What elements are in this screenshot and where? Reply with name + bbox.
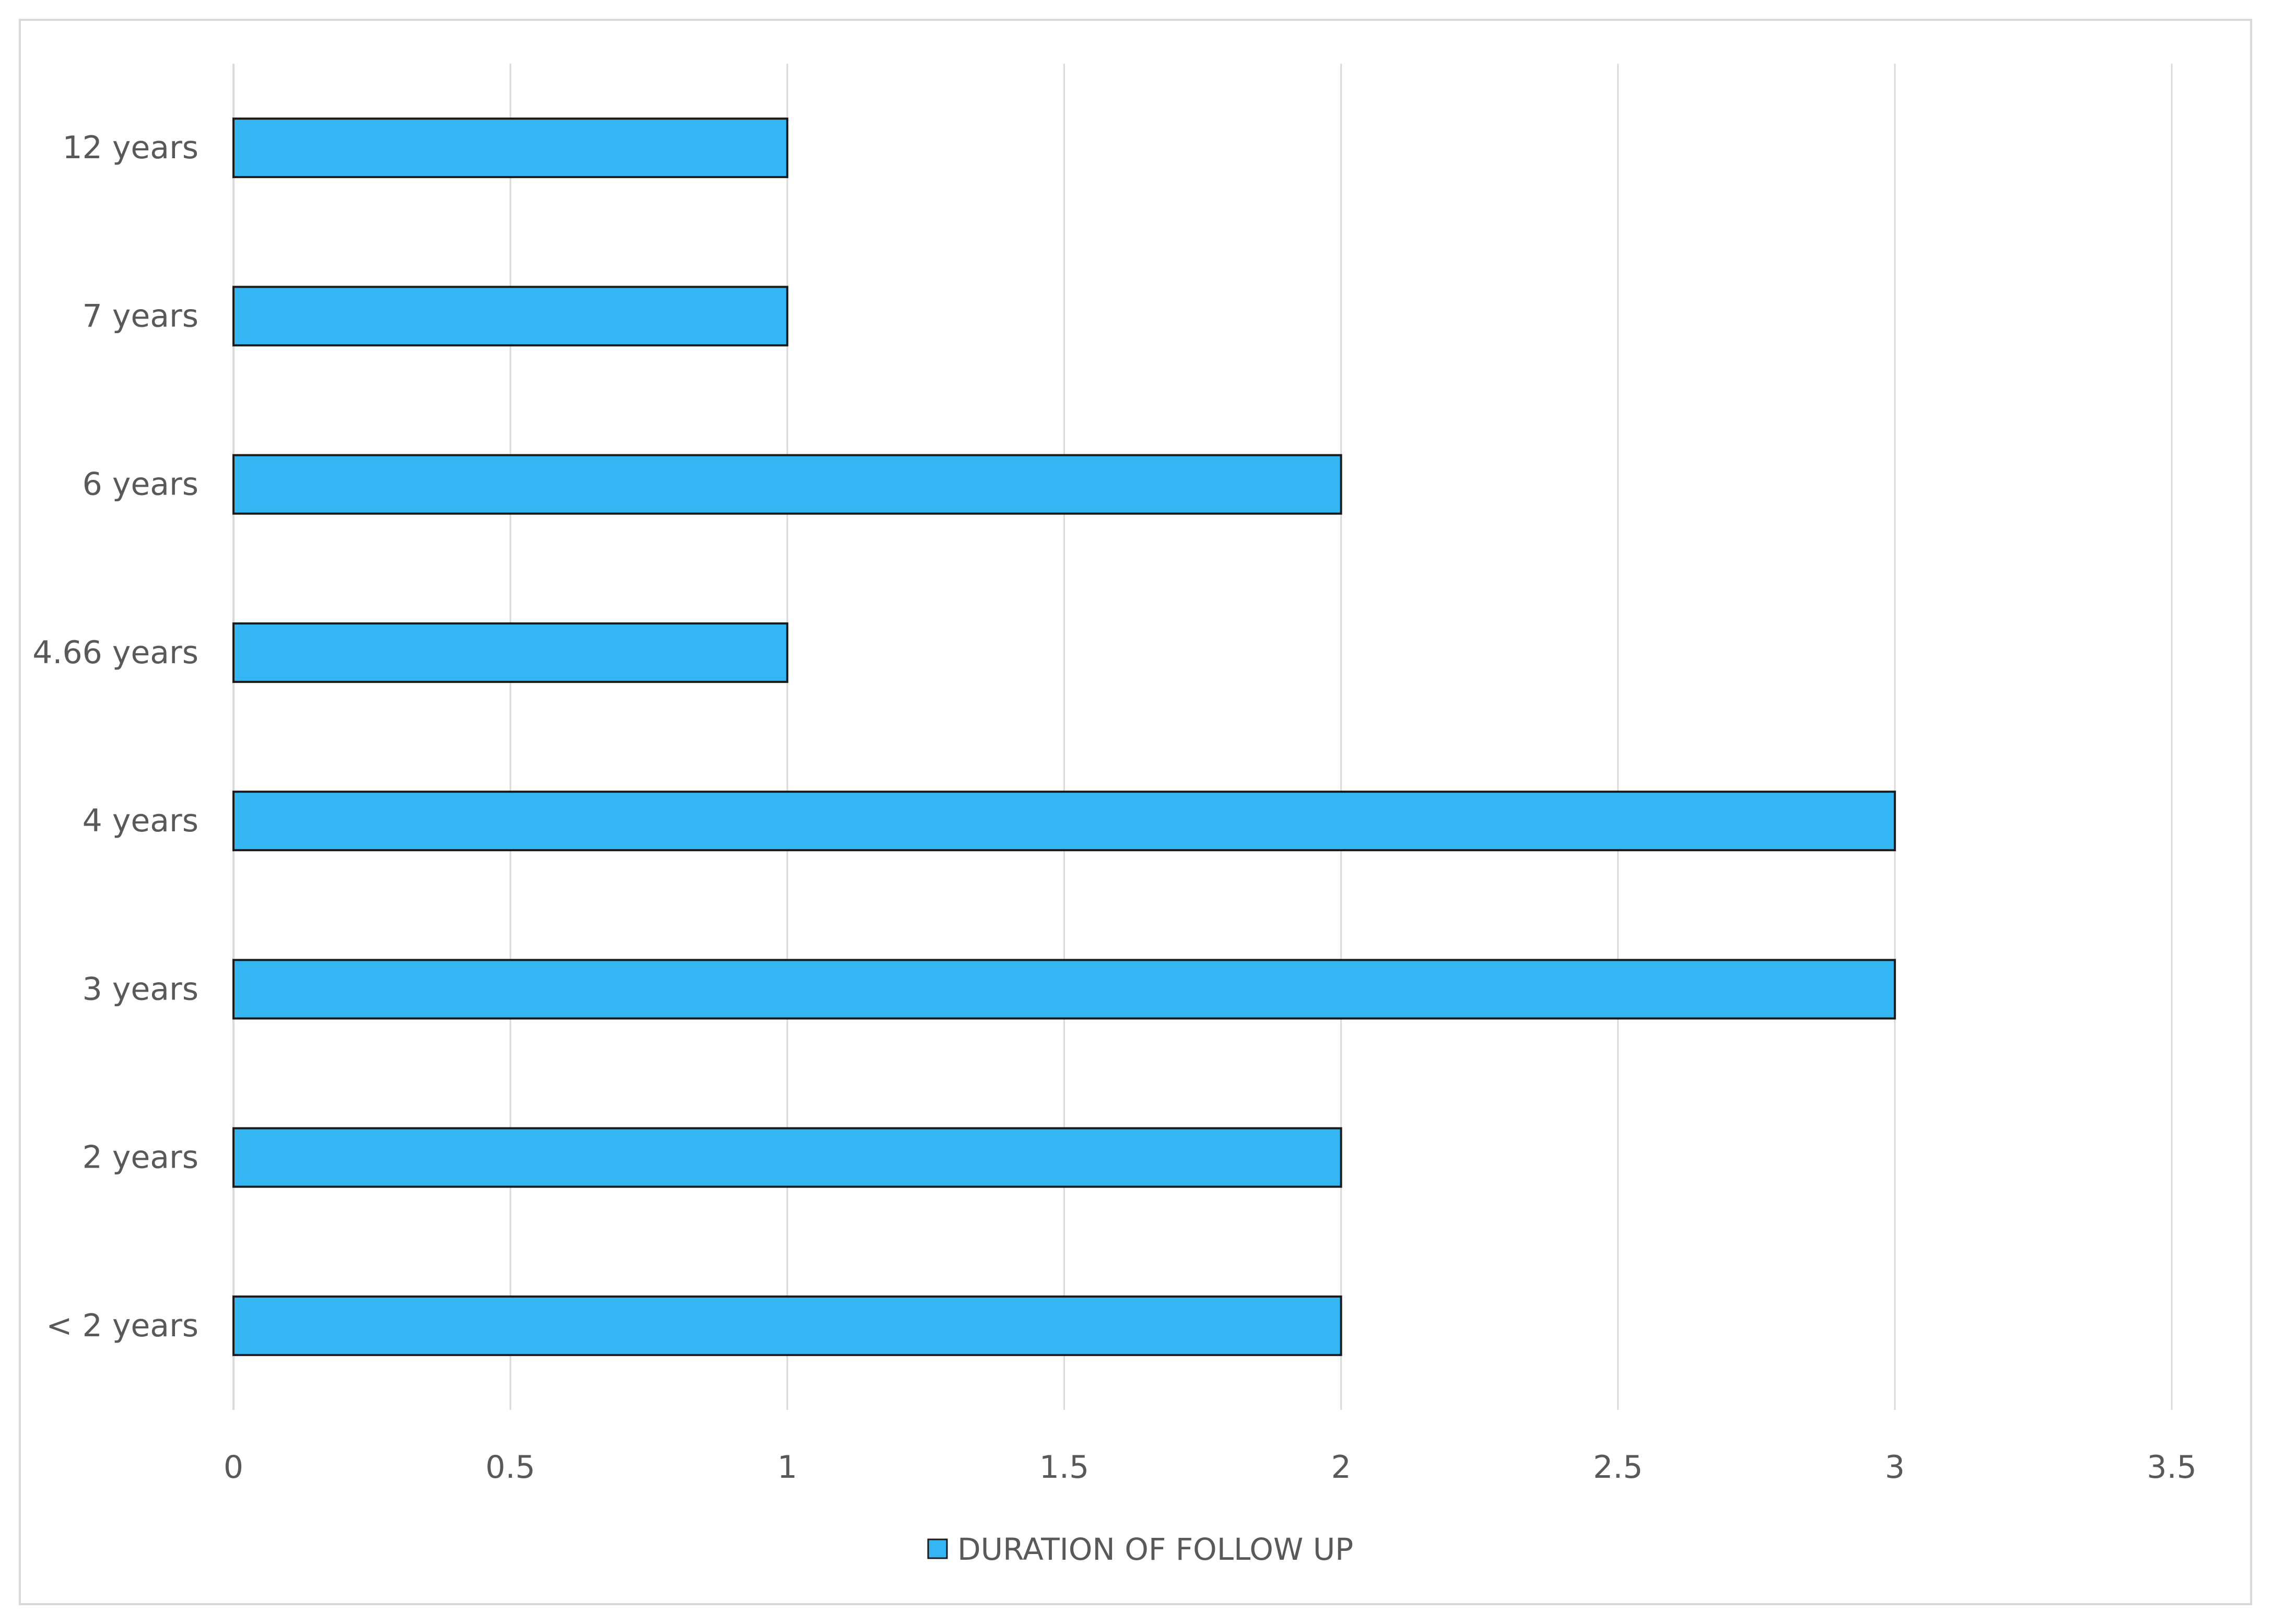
category-label: 4 years <box>83 803 198 839</box>
category-label: 3 years <box>83 971 198 1007</box>
x-tick-label: 0.5 <box>485 1449 535 1486</box>
bar <box>232 117 789 179</box>
bar <box>232 622 789 683</box>
legend-label: DURATION OF FOLLOW UP <box>957 1532 1353 1567</box>
category-label: 2 years <box>83 1139 198 1176</box>
category-label: 12 years <box>62 130 198 166</box>
gridlines <box>232 64 2173 1410</box>
x-tick-label: 3 <box>1885 1449 1905 1486</box>
bar <box>232 959 1896 1020</box>
value-axis-labels: 0 0.5 1 1.5 2 2.5 3 3.5 <box>224 1449 2197 1486</box>
bar <box>232 286 789 347</box>
category-label: 4.66 years <box>32 634 198 671</box>
category-axis-labels: 12 years 7 years 6 years 4.66 years 4 years 3… <box>32 130 198 1344</box>
bar <box>232 1295 1342 1356</box>
category-label: 7 years <box>83 298 198 334</box>
bars <box>232 117 1896 1356</box>
legend: DURATION OF FOLLOW UP <box>927 1532 1353 1567</box>
bar <box>232 791 1896 852</box>
x-tick-label: 1.5 <box>1039 1449 1089 1486</box>
x-tick-label: 1 <box>777 1449 797 1486</box>
bar <box>232 454 1342 515</box>
category-label: 6 years <box>83 466 198 503</box>
x-tick-label: 2 <box>1331 1449 1351 1486</box>
bar <box>232 1127 1342 1188</box>
x-tick-label: 2.5 <box>1593 1449 1643 1486</box>
x-tick-label: 0 <box>224 1449 243 1486</box>
legend-swatch <box>927 1538 948 1559</box>
category-label: < 2 years <box>46 1308 198 1344</box>
x-tick-label: 3.5 <box>2147 1449 2196 1486</box>
